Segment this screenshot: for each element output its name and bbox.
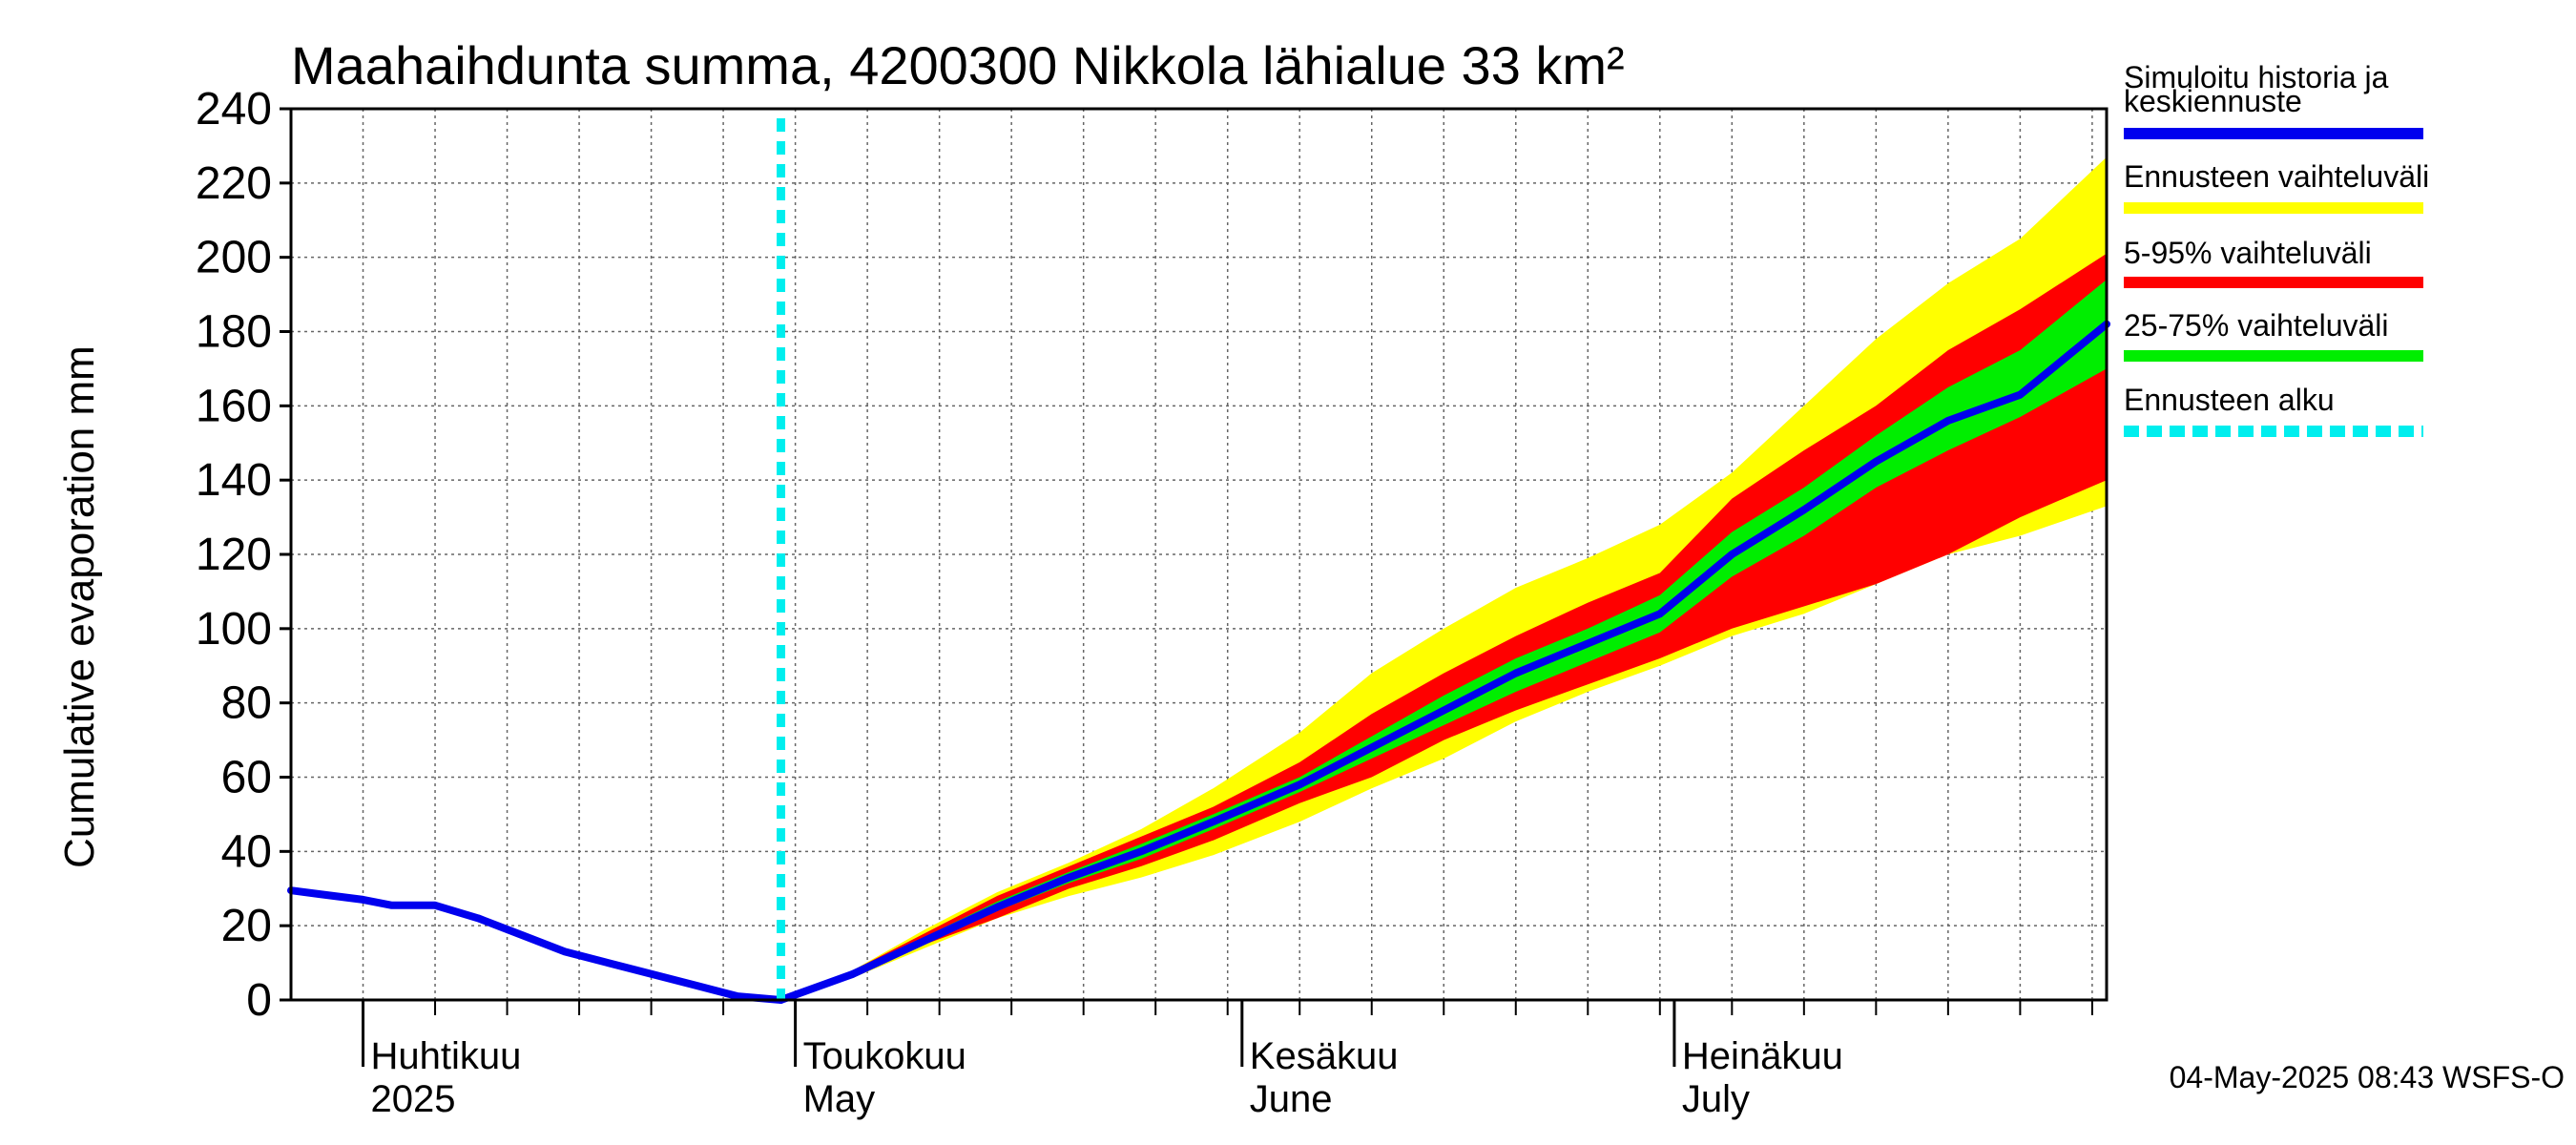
chart-title: Maahaihdunta summa, 4200300 Nikkola lähi… — [291, 35, 1625, 95]
legend-label: 5-95% vaihteluväli — [2124, 236, 2372, 270]
x-month-label: Huhtikuu — [371, 1035, 522, 1077]
x-month-label: Kesäkuu — [1250, 1035, 1399, 1077]
y-tick-label: 60 — [221, 753, 272, 803]
legend-label: Simuloitu historia ja — [2124, 60, 2389, 94]
y-tick-label: 200 — [196, 233, 272, 283]
series-line-history — [287, 886, 785, 1004]
y-axis-label: Cumulative evaporation mm — [56, 345, 103, 868]
y-axis-ticks: 0 20 40 60 80 100 120 140 160 180 200 220 240 — [196, 84, 291, 1026]
series-line-median — [777, 320, 2110, 1004]
legend-label: 25-75% vaihteluväli — [2124, 308, 2389, 343]
x-month-sublabel: May — [803, 1078, 876, 1120]
x-month-sublabel: 2025 — [371, 1078, 456, 1120]
legend-label: Ennusteen vaihteluväli — [2124, 159, 2429, 194]
legend-label: keskiennuste — [2124, 84, 2302, 118]
grid-lines — [291, 108, 2107, 1001]
x-month-label: Toukokuu — [803, 1035, 966, 1077]
y-tick-label: 40 — [221, 826, 272, 877]
y-tick-label: 220 — [196, 158, 272, 209]
forecast-bands — [780, 156, 2107, 1001]
y-tick-label: 140 — [196, 455, 272, 506]
series-lines — [287, 320, 2110, 1004]
y-tick-label: 180 — [196, 307, 272, 358]
x-month-sublabel: June — [1250, 1078, 1333, 1120]
y-tick-label: 120 — [196, 530, 272, 580]
x-month-sublabel: July — [1682, 1078, 1750, 1120]
y-tick-label: 80 — [221, 678, 272, 729]
y-tick-label: 160 — [196, 381, 272, 431]
y-tick-label: 0 — [246, 975, 272, 1026]
y-tick-label: 240 — [196, 84, 272, 135]
y-tick-label: 20 — [221, 901, 272, 951]
x-month-label: Heinäkuu — [1682, 1035, 1843, 1077]
footer-timestamp: 04-May-2025 08:43 WSFS-O — [2170, 1060, 2565, 1094]
y-tick-label: 100 — [196, 604, 272, 655]
legend-label: Ennusteen alku — [2124, 383, 2335, 417]
